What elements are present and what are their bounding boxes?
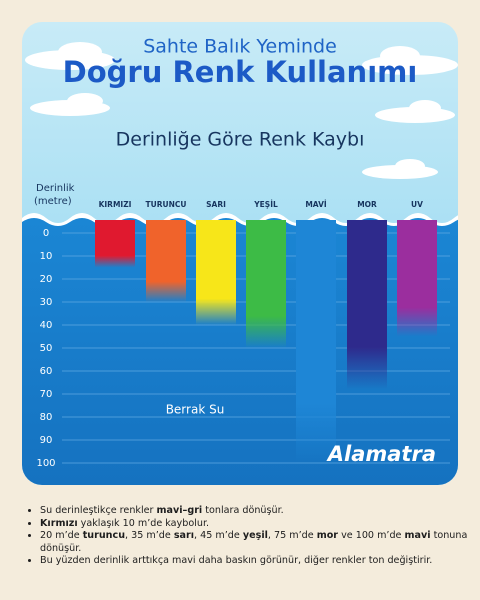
y-axis-label: (metre) [34, 196, 72, 207]
bar [146, 220, 186, 302]
note-text: Su derinleştikçe renkler [40, 505, 157, 516]
x-tick-label: MOR [357, 200, 377, 209]
note-text: 20 m’de [40, 530, 83, 541]
note: Su derinleştikçe renkler mavi–gri tonlar… [40, 505, 470, 518]
y-tick-label: 60 [40, 366, 53, 377]
bar [347, 220, 387, 390]
note-emphasis: sarı [173, 530, 195, 541]
y-tick-label: 80 [40, 412, 53, 423]
y-tick-label: 50 [40, 343, 53, 354]
y-axis-label: Derinlik [36, 183, 75, 194]
y-tick-label: 70 [40, 389, 53, 400]
annotation: Berrak Su [166, 403, 225, 417]
note-emphasis: mavi–gri [156, 505, 203, 516]
plot: 0 10 20 30 40 50 60 70 80 90 100 KIRMIZI TURUNCU SARI… [36, 200, 450, 469]
x-tick-label: YEŞİL [253, 200, 278, 209]
note-text: , 35 m’de [125, 530, 174, 541]
x-tick-label: MAVİ [305, 200, 327, 209]
note: Bu yüzden derinlik arttıkça mavi daha ba… [40, 555, 470, 568]
note: 20 m’de turuncu, 35 m’de sarı, 45 m’de y… [40, 530, 470, 555]
note-text: ve 100 m’de [338, 530, 405, 541]
bar [196, 220, 236, 325]
x-tick-label: SARI [206, 200, 226, 209]
note-emphasis: yeşil [242, 530, 268, 541]
note-emphasis: turuncu [82, 530, 126, 541]
y-tick-label: 40 [40, 320, 53, 331]
supertitle: Sahte Balık Yeminde [143, 36, 337, 58]
y-tick-label: 0 [43, 228, 49, 239]
chart: Sahte Balık Yeminde Doğru Renk Kullanımı… [22, 22, 458, 485]
y-tick-label: 100 [36, 458, 55, 469]
y-tick-label: 90 [40, 435, 53, 446]
note-text: tonuna dönüşür. [40, 530, 471, 554]
note-text: yaklaşık 10 m’de kaybolur. [77, 517, 210, 529]
subtitle: Derinliğe Göre Renk Kaybı [116, 129, 365, 151]
bar [296, 220, 336, 463]
bar [246, 220, 286, 348]
x-tick-label: TURUNCU [146, 200, 187, 209]
x-tick-label: UV [411, 200, 423, 209]
y-tick-label: 30 [40, 297, 53, 308]
note-text: , 75 m’de [267, 530, 317, 541]
bar [397, 220, 437, 337]
y-tick-label: 10 [40, 251, 53, 262]
notes: Su derinleştikçe renkler mavi–gri tonlar… [30, 505, 470, 568]
clouds [25, 42, 458, 179]
note: Kırmızı yaklaşık 10 m’de kaybolur. [40, 518, 470, 531]
note-text: , 45 m’de [194, 530, 243, 541]
chart-title: Doğru Renk Kullanımı [63, 55, 418, 89]
note-text: Bu yüzden derinlik arttıkça mavi daha ba… [40, 555, 433, 566]
note-emphasis: Kırmızı [40, 517, 78, 529]
x-tick-label: KIRMIZI [99, 200, 132, 209]
logo: Alamatra [326, 442, 436, 466]
note-emphasis: mavi [404, 530, 431, 541]
y-tick-label: 20 [40, 274, 53, 285]
note-emphasis: mor [316, 530, 339, 541]
bar [95, 220, 135, 268]
note-text: tonlara dönüşür. [202, 505, 284, 516]
